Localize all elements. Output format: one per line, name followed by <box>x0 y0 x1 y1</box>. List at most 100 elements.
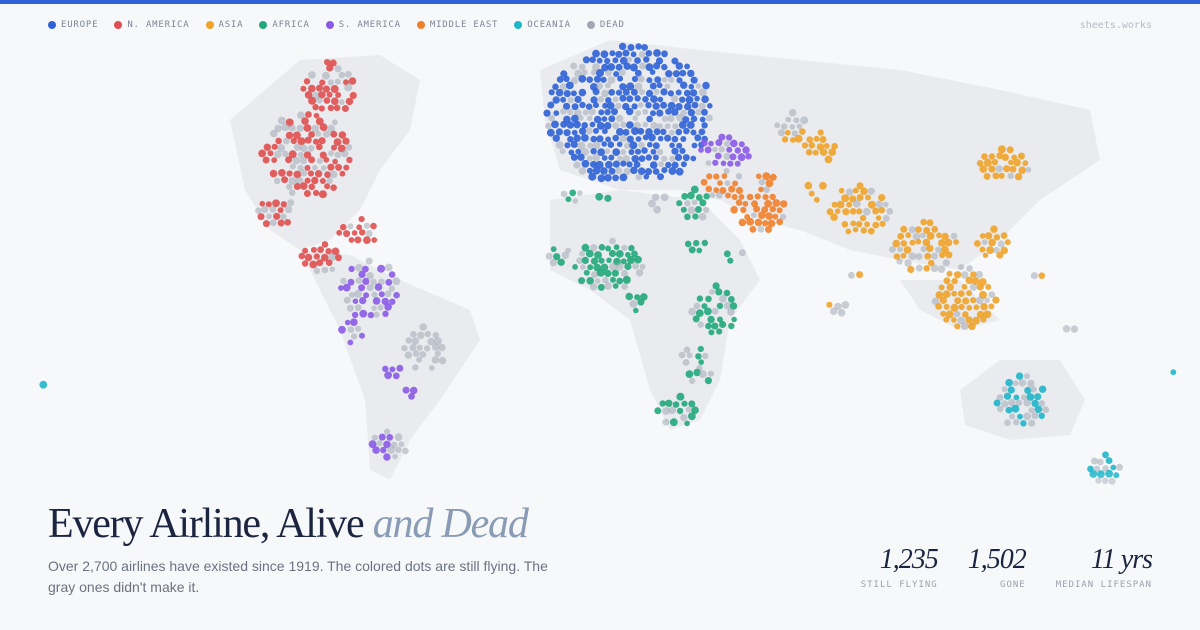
airline-dot <box>348 77 357 85</box>
airline-dot <box>565 81 574 90</box>
airline-dot <box>1015 399 1023 407</box>
airline-dot <box>348 265 355 273</box>
airline-dot <box>634 255 642 264</box>
airline-dot <box>318 190 327 199</box>
airline-dot <box>897 232 905 240</box>
airline-dot <box>687 108 696 117</box>
airline-dot <box>830 213 838 221</box>
legend-label: DEAD <box>599 20 625 30</box>
airline-dot <box>560 120 568 128</box>
airline-dot <box>597 283 605 291</box>
airline-dot <box>384 428 391 435</box>
airline-dot <box>742 146 750 154</box>
airline-dot <box>988 303 995 310</box>
airline-dot <box>905 232 912 239</box>
airline-dot <box>331 97 339 105</box>
airline-dot <box>645 154 652 161</box>
airline-dot <box>709 288 715 295</box>
airline-dot <box>334 78 341 85</box>
airline-dot <box>637 75 645 83</box>
stat: 11 yrs MEDIAN LIFESPAN <box>1056 544 1153 590</box>
airline-dot <box>701 108 708 116</box>
airline-dot <box>724 180 731 187</box>
airline-dot <box>719 187 727 194</box>
airline-dot <box>582 109 589 116</box>
airline-dot <box>683 127 690 135</box>
airline-dot <box>303 78 311 85</box>
airline-dot <box>338 131 347 139</box>
airline-dot <box>622 88 630 96</box>
airline-dot <box>567 96 574 104</box>
airline-dot <box>679 96 686 103</box>
airline-dot <box>363 292 370 299</box>
airline-dot <box>650 148 657 155</box>
airline-dot <box>602 128 608 135</box>
airline-dot <box>638 51 646 58</box>
airline-dot <box>583 269 590 276</box>
airline-dot <box>685 406 692 413</box>
airline-dot <box>856 271 864 279</box>
airline-dot <box>417 331 425 340</box>
airline-dot <box>351 311 359 319</box>
airline-dot <box>1102 451 1109 459</box>
airline-dot <box>1001 386 1008 393</box>
airline-dot <box>620 160 627 167</box>
airline-dot <box>255 207 262 214</box>
airline-dot <box>735 173 743 180</box>
airline-dot <box>552 83 559 91</box>
airline-dot <box>684 420 690 427</box>
airline-dot <box>378 433 386 441</box>
legend-swatch <box>514 21 523 29</box>
airline-dot <box>285 131 294 140</box>
airline-dot <box>307 170 315 177</box>
airline-dot <box>286 183 293 190</box>
airline-dot <box>551 120 559 129</box>
airline-dot <box>616 127 624 136</box>
airline-dot <box>1028 419 1036 427</box>
airline-dot <box>316 84 323 92</box>
legend-label: MIDDLE EAST <box>429 20 499 30</box>
airline-dot <box>258 149 267 158</box>
airline-dot <box>571 103 579 111</box>
airline-dot <box>612 283 619 289</box>
airline-dot <box>986 246 995 255</box>
airline-dot <box>691 101 699 109</box>
airline-dot <box>620 258 627 265</box>
airline-dot <box>616 277 624 285</box>
airline-dot <box>615 102 622 110</box>
airline-dot <box>754 193 761 200</box>
airline-dot <box>671 108 679 116</box>
airline-dot <box>680 413 688 422</box>
airline-dot <box>619 134 627 143</box>
airline-dot <box>605 245 612 252</box>
airline-dot <box>302 247 309 254</box>
airline-dot <box>856 194 864 201</box>
airline-dot <box>657 135 664 142</box>
airline-dot <box>657 96 664 103</box>
airline-dot <box>664 83 671 90</box>
airline-dot <box>601 116 608 122</box>
airline-dot <box>592 63 600 71</box>
airline-dot <box>688 400 696 408</box>
airline-dot <box>1011 154 1018 161</box>
airline-dot <box>688 412 696 421</box>
airline-dot <box>338 71 346 79</box>
airline-dot <box>335 92 342 98</box>
airline-dot <box>348 237 355 243</box>
airline-dot <box>737 153 746 162</box>
airline-dot <box>412 350 420 357</box>
airline-dot <box>634 57 641 64</box>
stats: 1,235 STILL FLYING 1,502 GONE 11 yrs MEDIAN L… <box>861 544 1153 590</box>
airline-dot <box>597 148 606 157</box>
airline-dot <box>315 143 323 151</box>
airline-dot <box>767 219 776 228</box>
airline-dot <box>278 169 286 177</box>
airline-dot <box>269 205 277 213</box>
airline-dot <box>664 123 671 130</box>
airline-dot <box>623 142 631 149</box>
airline-dot <box>280 201 287 208</box>
airline-dot <box>572 264 578 270</box>
airline-dot <box>976 283 984 291</box>
airline-dot <box>318 105 325 112</box>
airline-dot <box>604 122 612 130</box>
